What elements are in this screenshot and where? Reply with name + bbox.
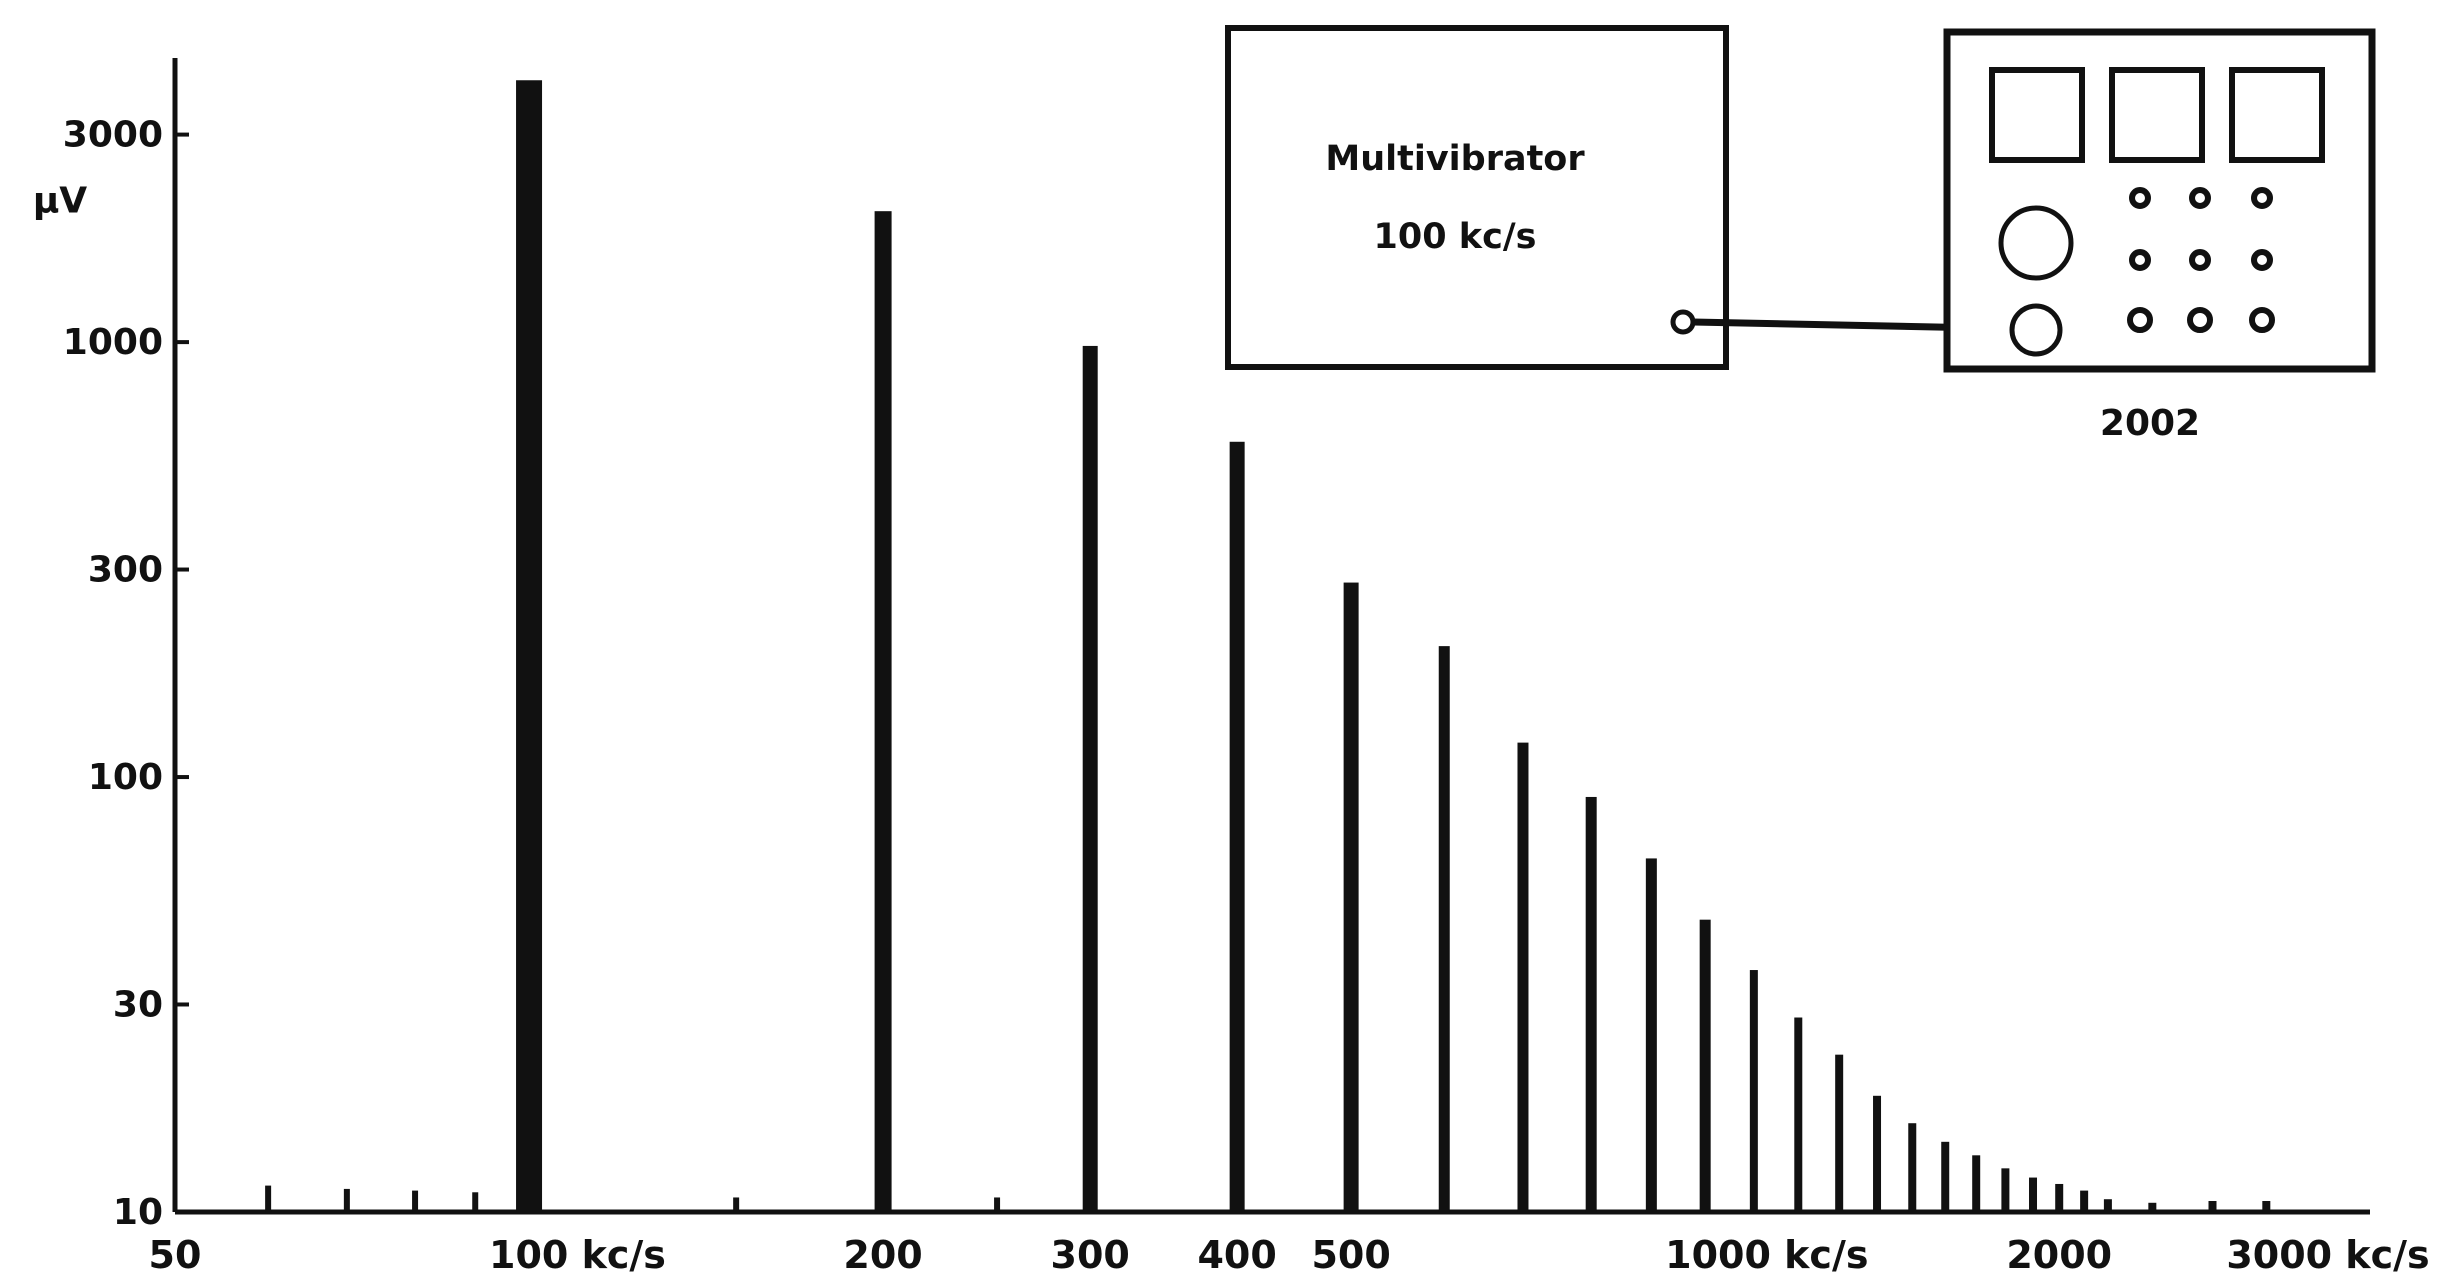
x-tick-label: 100 kc/s bbox=[489, 1233, 666, 1277]
y-axis: 10 30 100 300 1000 3000 μV bbox=[33, 58, 189, 1233]
knob-icon bbox=[2187, 307, 2213, 333]
spectral-line bbox=[2208, 1200, 2217, 1212]
x-tick-label: 1000 kc/s bbox=[1665, 1233, 1868, 1277]
spectral-line bbox=[2262, 1200, 2271, 1212]
dial-knob-icon bbox=[1998, 205, 2074, 281]
setup-diagram: Multivibrator 100 kc/s 2002 bbox=[1225, 25, 2376, 444]
spectral-line bbox=[1517, 742, 1529, 1212]
spectral-line bbox=[1699, 919, 1711, 1212]
knob-icon bbox=[2129, 187, 2151, 209]
spectral-line bbox=[2080, 1190, 2089, 1212]
x-tick-label: 400 bbox=[1197, 1233, 1276, 1277]
spectral-line bbox=[2103, 1199, 2112, 1212]
spectral-line bbox=[1229, 441, 1245, 1212]
spectral-line bbox=[2001, 1168, 2010, 1212]
meter-window-icon bbox=[2109, 67, 2205, 163]
meter-window-icon bbox=[1989, 67, 2085, 163]
knob-icon bbox=[2189, 249, 2211, 271]
control-knobs bbox=[2127, 187, 2275, 333]
y-unit-label: μV bbox=[33, 181, 87, 222]
knob-icon bbox=[2129, 249, 2151, 271]
output-terminal-icon bbox=[1670, 309, 1696, 335]
spectral-line bbox=[1794, 1017, 1803, 1212]
y-tick-label: 30 bbox=[113, 984, 163, 1025]
spectral-line bbox=[1908, 1123, 1917, 1212]
instrument-label: 2002 bbox=[2100, 403, 2200, 444]
meter-window-icon bbox=[2229, 67, 2325, 163]
multivibrator-label: Multivibrator bbox=[1325, 139, 1585, 179]
minor-spike bbox=[412, 1190, 419, 1212]
x-tick-label: 3000 kc/s bbox=[2226, 1233, 2429, 1277]
x-tick-label: 500 bbox=[1311, 1233, 1390, 1277]
minor-spike bbox=[472, 1192, 479, 1212]
spectral-lines bbox=[265, 80, 2271, 1213]
spectral-line bbox=[1438, 646, 1450, 1212]
spectral-line bbox=[1749, 970, 1758, 1212]
spectral-line bbox=[2148, 1202, 2157, 1212]
knob-icon bbox=[2189, 187, 2211, 209]
minor-spike bbox=[994, 1197, 1001, 1212]
knob-icon bbox=[2127, 307, 2153, 333]
y-tick-label: 1000 bbox=[63, 322, 163, 363]
spectral-line bbox=[516, 80, 543, 1212]
spectral-line bbox=[1645, 858, 1657, 1212]
y-tick-label: 300 bbox=[88, 550, 163, 591]
multivibrator-box bbox=[1225, 25, 1729, 370]
y-tick-label: 10 bbox=[113, 1192, 163, 1233]
spectral-line bbox=[1873, 1095, 1882, 1212]
spectral-line bbox=[874, 211, 892, 1213]
x-tick-label: 200 bbox=[843, 1233, 922, 1277]
spectral-line bbox=[1082, 345, 1098, 1212]
spectral-line bbox=[1835, 1054, 1844, 1212]
knob-icon bbox=[2251, 249, 2273, 271]
x-tick-label: 50 bbox=[149, 1233, 202, 1277]
knob-icon bbox=[2251, 187, 2273, 209]
spectral-line bbox=[1585, 796, 1597, 1212]
y-tick-label: 100 bbox=[88, 757, 163, 798]
connecting-cable bbox=[1692, 318, 1986, 332]
x-axis: 50 100 kc/s 200 300 400 500 1000 kc/s 2000 3000 … bbox=[149, 1209, 2430, 1277]
spectral-line bbox=[1972, 1155, 1981, 1212]
spectral-line bbox=[1343, 582, 1359, 1212]
spectral-line bbox=[1941, 1141, 1950, 1212]
spectral-line bbox=[2029, 1177, 2038, 1212]
x-tick-label: 300 bbox=[1051, 1233, 1130, 1277]
x-tick-label: 2000 bbox=[2006, 1233, 2112, 1277]
y-tick-label: 3000 bbox=[63, 115, 163, 156]
minor-spike bbox=[343, 1188, 350, 1212]
knob-icon bbox=[2249, 307, 2275, 333]
analyzer-box bbox=[1943, 28, 2376, 373]
minor-spike bbox=[265, 1185, 272, 1212]
spectral-line bbox=[2055, 1183, 2064, 1212]
multivibrator-frequency-label: 100 kc/s bbox=[1374, 217, 1537, 257]
minor-spike bbox=[733, 1197, 740, 1212]
input-socket-icon bbox=[2009, 303, 2063, 357]
